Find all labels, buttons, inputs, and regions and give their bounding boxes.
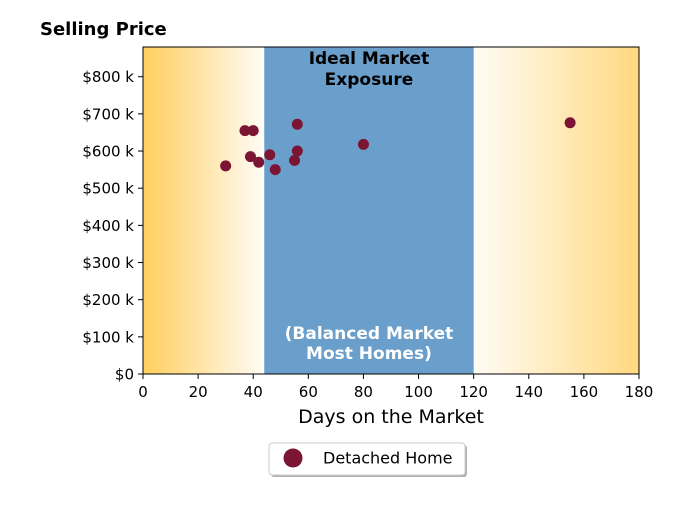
y-tick-label: $0 bbox=[115, 366, 134, 384]
y-tick-label: $700 k bbox=[82, 105, 134, 123]
x-tick-label: 80 bbox=[354, 383, 373, 401]
data-point bbox=[269, 164, 281, 176]
right-gradient-region bbox=[473, 47, 639, 374]
legend: Detached Home bbox=[268, 442, 467, 477]
data-point bbox=[291, 145, 303, 157]
x-tick-label: 20 bbox=[189, 383, 208, 401]
ideal-market-region bbox=[264, 47, 474, 374]
x-tick-label: 140 bbox=[514, 383, 543, 401]
data-point bbox=[564, 117, 576, 129]
y-tick-label: $300 k bbox=[82, 254, 134, 272]
data-point bbox=[264, 149, 276, 161]
data-point bbox=[220, 160, 232, 172]
x-tick-label: 180 bbox=[625, 383, 654, 401]
data-point bbox=[291, 118, 303, 130]
left-gradient-region bbox=[143, 47, 265, 374]
ideal-region-bottom-label: Most Homes) bbox=[306, 344, 432, 364]
legend-marker bbox=[283, 448, 303, 468]
y-tick-label: $100 k bbox=[82, 328, 134, 346]
y-tick-label: $600 k bbox=[82, 143, 134, 161]
ideal-region-top-label: Ideal Market bbox=[309, 49, 430, 69]
chart-title: Selling Price bbox=[40, 19, 167, 40]
x-tick-label: 40 bbox=[244, 383, 263, 401]
x-tick-label: 100 bbox=[404, 383, 433, 401]
data-point bbox=[289, 154, 301, 166]
data-point bbox=[239, 125, 251, 137]
x-tick-label: 0 bbox=[138, 383, 148, 401]
data-point bbox=[247, 125, 259, 137]
legend-box bbox=[268, 442, 466, 476]
y-tick-label: $800 k bbox=[82, 68, 134, 86]
data-point bbox=[253, 156, 265, 168]
y-tick-label: $500 k bbox=[82, 180, 134, 198]
y-tick-label: $200 k bbox=[82, 291, 134, 309]
x-tick-label: 60 bbox=[299, 383, 318, 401]
x-tick-label: 120 bbox=[459, 383, 488, 401]
data-point bbox=[244, 151, 256, 163]
plot-frame bbox=[142, 46, 640, 375]
x-axis-label: Days on the Market bbox=[298, 406, 484, 428]
data-point bbox=[357, 138, 369, 150]
legend-label: Detached Home bbox=[323, 449, 453, 468]
ideal-region-top-label: Exposure bbox=[325, 70, 414, 90]
x-tick-label: 160 bbox=[570, 383, 599, 401]
y-tick-label: $400 k bbox=[82, 217, 134, 235]
ideal-region-bottom-label: (Balanced Market bbox=[285, 324, 454, 344]
